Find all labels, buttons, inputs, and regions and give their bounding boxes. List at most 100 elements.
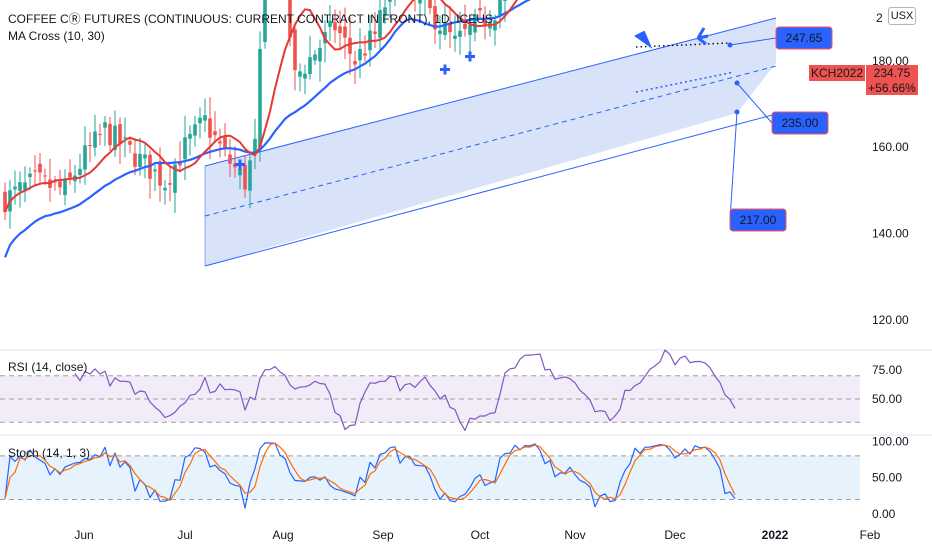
candle xyxy=(178,141,182,171)
ma-cross-marker xyxy=(440,64,450,75)
candle-body xyxy=(243,164,247,190)
x-tick-label: Nov xyxy=(564,528,585,542)
ma-cross-legend[interactable]: MA Cross (10, 30) xyxy=(8,29,105,43)
candle-body xyxy=(333,22,337,31)
candle xyxy=(88,131,92,163)
candle-body xyxy=(183,137,187,160)
candle-body xyxy=(438,30,442,35)
y-tick-label: 120.00 xyxy=(872,313,909,327)
x-tick-label: Feb xyxy=(860,528,881,542)
candle xyxy=(143,143,147,179)
candle-body xyxy=(118,124,122,144)
candle xyxy=(33,154,37,186)
rsi-legend[interactable]: RSI (14, close) xyxy=(8,360,88,374)
candle xyxy=(333,9,337,44)
candle-body xyxy=(143,154,147,159)
stoch-tick-label: 100.00 xyxy=(872,434,909,448)
candle-body xyxy=(113,125,117,151)
candle xyxy=(78,153,82,184)
candle xyxy=(123,117,127,158)
candle-body xyxy=(188,133,192,139)
callout-mid-box xyxy=(771,111,829,135)
candle xyxy=(163,179,167,205)
callout-low: 217.00 xyxy=(729,208,787,232)
candle-body xyxy=(93,131,97,148)
channel-upper-line xyxy=(204,17,777,167)
rsi-tick-label: 75.00 xyxy=(872,363,902,377)
candle-body xyxy=(108,123,112,146)
candle-body xyxy=(33,170,37,172)
candle xyxy=(363,35,367,62)
candle-body xyxy=(53,181,57,183)
candle xyxy=(58,169,62,196)
candle-body xyxy=(343,26,347,38)
candle xyxy=(93,114,97,157)
stoch-panel: 100.00 50.00 0.00 xyxy=(0,434,909,521)
candle-body xyxy=(303,73,307,79)
candle-body xyxy=(13,186,17,190)
candle xyxy=(223,123,227,157)
currency-button[interactable]: USX xyxy=(888,7,916,25)
callout-low-label: 217.00 xyxy=(740,213,777,227)
candle xyxy=(63,169,67,206)
candle-body xyxy=(328,20,332,27)
candle xyxy=(168,166,172,202)
candle xyxy=(353,50,357,85)
candle xyxy=(358,28,362,79)
candle-body xyxy=(288,0,292,38)
candle xyxy=(48,158,52,202)
candle xyxy=(198,107,202,139)
candle xyxy=(113,110,117,157)
stoch-tick-label: 50.00 xyxy=(872,471,902,485)
rsi-band xyxy=(0,375,860,423)
last-price-tag: KCH2022 234.75+56.66% xyxy=(809,65,918,95)
callout-low-anchor xyxy=(734,109,740,115)
candle xyxy=(208,97,212,160)
candle-body xyxy=(363,53,367,56)
candle xyxy=(133,138,137,176)
candle xyxy=(173,158,177,213)
candle-body xyxy=(28,173,32,178)
candle xyxy=(38,152,42,183)
candle xyxy=(433,0,437,44)
stoch-d-line xyxy=(4,442,736,501)
candle-body xyxy=(348,37,352,54)
candle-body xyxy=(373,31,377,34)
candle xyxy=(298,63,302,92)
candle-body xyxy=(308,57,312,74)
candle xyxy=(288,0,292,46)
stoch-legend[interactable]: Stoch (14, 1, 3) xyxy=(8,446,91,460)
symbol-tag-box xyxy=(809,65,865,81)
candle xyxy=(308,35,312,80)
callout-low-box xyxy=(729,208,787,232)
channel-lower-line xyxy=(204,113,777,267)
regression-channel xyxy=(204,17,777,267)
callout-low-leader xyxy=(729,111,738,221)
candle-body xyxy=(88,145,92,147)
x-tick-label: Jun xyxy=(74,528,93,542)
candle-body xyxy=(443,22,447,36)
candle-body xyxy=(98,134,102,136)
y-tick-label: 180.00 xyxy=(872,54,909,68)
candle-body xyxy=(468,24,472,35)
candle xyxy=(348,16,352,75)
candle-body xyxy=(23,182,27,190)
y-tick-label: 160.00 xyxy=(872,140,909,154)
candle-body xyxy=(433,6,437,30)
candle-body xyxy=(258,48,262,148)
candle-body xyxy=(473,14,477,33)
y-tick-label-partial: 2 xyxy=(876,11,883,25)
candle xyxy=(253,118,257,170)
candle xyxy=(438,15,442,50)
candle-body xyxy=(318,47,322,62)
candle xyxy=(248,154,252,209)
candle xyxy=(68,159,72,185)
candle xyxy=(448,6,452,48)
candle xyxy=(188,125,192,156)
y-tick-label: 140.00 xyxy=(872,227,909,241)
ma-cross-marker xyxy=(465,51,475,62)
candle xyxy=(53,176,57,191)
rsi-tick-label: 50.00 xyxy=(872,392,902,406)
candle-body xyxy=(208,118,212,138)
